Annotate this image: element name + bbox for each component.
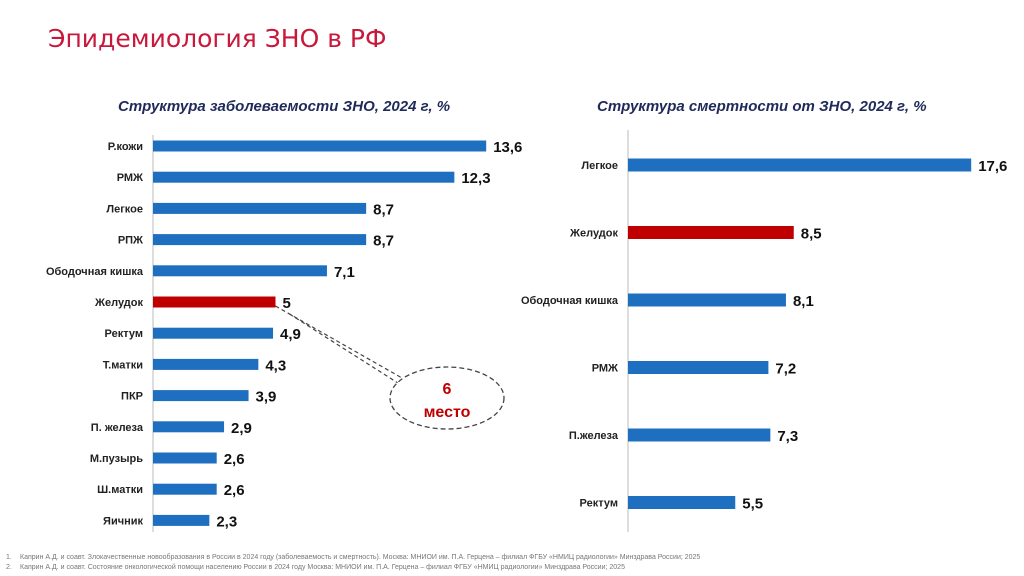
bar-0-8 bbox=[153, 390, 249, 402]
slide-title: Эпидемиология ЗНО в РФ bbox=[48, 24, 387, 53]
category-label: Ободочная кишка bbox=[521, 295, 619, 307]
data-label: 4,3 bbox=[265, 357, 286, 374]
category-label: Легкое bbox=[581, 160, 618, 172]
bar-0-9 bbox=[153, 421, 225, 433]
category-label: Ободочная кишка bbox=[46, 266, 144, 278]
bar-1-4 bbox=[628, 428, 771, 442]
data-label: 8,5 bbox=[801, 226, 822, 243]
data-label: 5,5 bbox=[742, 496, 763, 513]
data-label: 4,9 bbox=[280, 326, 301, 343]
data-label: 3,9 bbox=[256, 389, 277, 406]
bar-0-7 bbox=[153, 358, 259, 370]
category-label: Легкое bbox=[106, 203, 143, 215]
bar-0-6 bbox=[153, 327, 274, 339]
data-label: 8,7 bbox=[373, 201, 394, 218]
category-label: РМЖ bbox=[117, 172, 143, 184]
bar-0-1 bbox=[153, 171, 455, 183]
data-label: 2,9 bbox=[231, 420, 252, 437]
data-label: 2,6 bbox=[224, 482, 245, 499]
category-label: П.железа bbox=[569, 430, 619, 442]
category-label: ПКР bbox=[121, 391, 143, 403]
data-label: 13,6 bbox=[493, 139, 522, 156]
data-label: 7,1 bbox=[334, 264, 355, 281]
data-label: 5 bbox=[283, 295, 291, 312]
data-label: 8,7 bbox=[373, 233, 394, 250]
category-label: РМЖ bbox=[592, 363, 618, 375]
footnote-1: 1. Каприн А.Д. и соавт. Злокачественные н… bbox=[6, 554, 701, 561]
data-label: 12,3 bbox=[461, 170, 490, 187]
data-label: 2,6 bbox=[224, 451, 245, 468]
data-label: 7,3 bbox=[777, 428, 798, 445]
callout-ellipse bbox=[389, 366, 505, 430]
bar-0-0 bbox=[153, 140, 487, 152]
data-label: 7,2 bbox=[775, 361, 796, 378]
bar-0-10 bbox=[153, 452, 217, 464]
category-label: РПЖ bbox=[118, 235, 143, 247]
category-label: Желудок bbox=[94, 297, 143, 309]
category-label: Ректум bbox=[105, 328, 143, 340]
callout-text: место bbox=[424, 404, 471, 421]
category-label: Р.кожи bbox=[108, 141, 143, 153]
category-label: Яичник bbox=[103, 515, 143, 527]
bar-0-2 bbox=[153, 202, 367, 214]
bar-1-1 bbox=[628, 226, 794, 239]
bar-1-5 bbox=[628, 496, 736, 509]
bar-1-3 bbox=[628, 361, 769, 374]
footnote-2: 2. Каприн А.Д. и соавт. Состояние онколог… bbox=[6, 564, 625, 571]
category-label: Желудок bbox=[569, 228, 618, 240]
bar-0-5 bbox=[153, 296, 276, 308]
bar-0-4 bbox=[153, 265, 327, 277]
callout-line bbox=[289, 313, 413, 393]
incidence-chart-title: Структура заболеваемости ЗНО, 2024 г, % bbox=[118, 98, 451, 115]
category-label: Т.матки bbox=[103, 359, 143, 371]
bar-1-2 bbox=[628, 293, 786, 307]
mortality-chart-title: Структура смертности от ЗНО, 2024 г, % bbox=[597, 98, 927, 115]
category-label: Ш.матки bbox=[97, 484, 143, 496]
bar-0-3 bbox=[153, 234, 367, 246]
data-label: 17,6 bbox=[978, 158, 1007, 175]
data-label: 8,1 bbox=[793, 293, 814, 310]
data-label: 2,3 bbox=[216, 513, 237, 530]
category-label: М.пузырь bbox=[90, 453, 143, 465]
bar-0-11 bbox=[153, 483, 217, 495]
callout-rank: 6 bbox=[443, 381, 452, 398]
bar-0-12 bbox=[153, 514, 210, 526]
category-label: Ректум bbox=[580, 498, 618, 510]
category-label: П. железа bbox=[91, 422, 144, 434]
bar-1-0 bbox=[628, 158, 972, 172]
